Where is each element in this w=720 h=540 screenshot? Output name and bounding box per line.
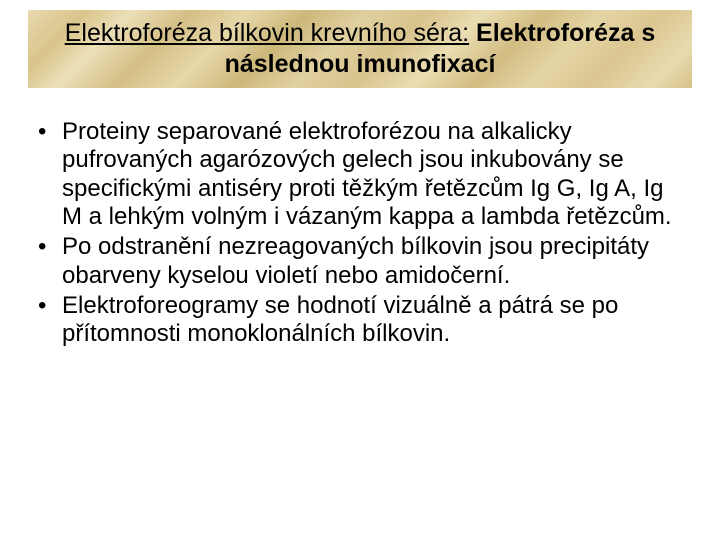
- title-prefix: Elektroforéza bílkovin krevního séra:: [65, 19, 469, 47]
- bullet-text: Po odstranění nezreagovaných bílkovin js…: [62, 233, 649, 288]
- bullet-text: Proteiny separované elektroforézou na al…: [62, 118, 672, 230]
- bullet-item: Elektroforeogramy se hodnotí vizuálně a …: [36, 292, 684, 349]
- bullet-text: Elektroforeogramy se hodnotí vizuálně a …: [62, 292, 618, 347]
- slide-title: Elektroforéza bílkovin krevního séra: El…: [48, 18, 672, 81]
- slide-content: Proteiny separované elektroforézou na al…: [36, 118, 684, 351]
- bullet-list: Proteiny separované elektroforézou na al…: [36, 118, 684, 349]
- slide: Elektroforéza bílkovin krevního séra: El…: [0, 0, 720, 540]
- title-box: Elektroforéza bílkovin krevního séra: El…: [28, 10, 692, 88]
- bullet-item: Po odstranění nezreagovaných bílkovin js…: [36, 233, 684, 290]
- bullet-item: Proteiny separované elektroforézou na al…: [36, 118, 684, 231]
